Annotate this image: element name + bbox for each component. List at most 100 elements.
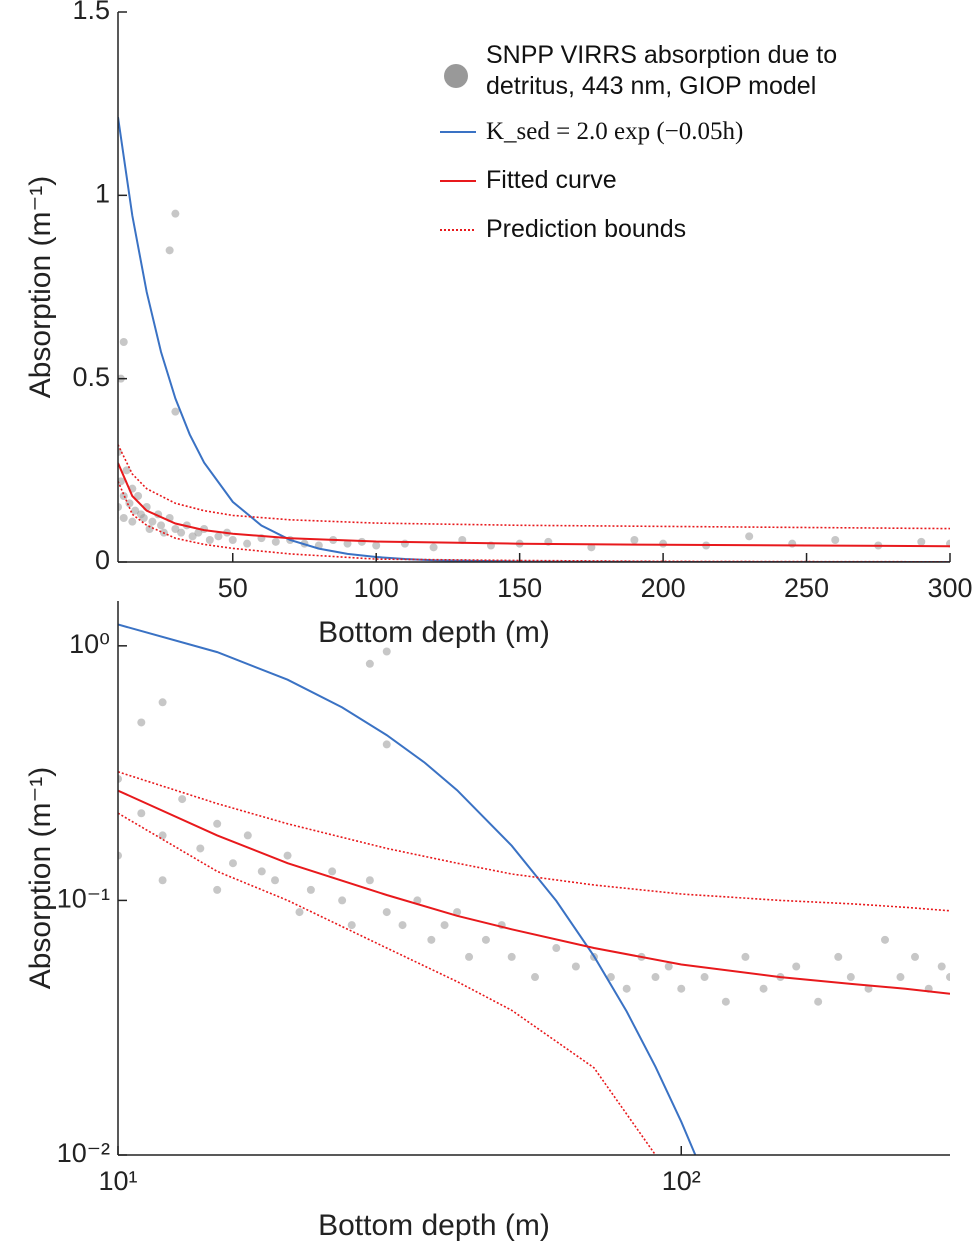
legend-entry: Prediction bounds [486, 215, 687, 243]
data-point [792, 962, 801, 971]
data-point [118, 477, 125, 486]
data-point [910, 952, 919, 961]
x-tick-label: 10¹ [98, 1166, 137, 1196]
data-point [896, 973, 905, 982]
y-tick-label: 1 [95, 178, 110, 208]
data-point [481, 935, 490, 944]
data-point [365, 659, 374, 668]
data-point [122, 466, 131, 475]
data-point [745, 532, 754, 541]
legend-marker [444, 64, 468, 88]
data-point [119, 514, 128, 522]
data-point [328, 867, 337, 876]
data-point [158, 876, 167, 885]
data-point [118, 503, 122, 511]
data-point [257, 867, 266, 876]
data-point [531, 973, 540, 982]
data-point [659, 539, 668, 548]
data-point [119, 338, 128, 346]
data-point [118, 851, 122, 860]
curve [118, 623, 697, 1155]
data-point [677, 984, 686, 993]
data-point [465, 952, 474, 961]
data-point [846, 973, 855, 982]
x-axis-label: Bottom depth (m) [318, 616, 550, 649]
data-point [165, 246, 174, 255]
data-point [171, 525, 180, 533]
data-point [205, 536, 214, 544]
data-point [831, 536, 840, 544]
y-tick-label: 10⁻² [57, 1138, 110, 1168]
data-point [139, 514, 148, 522]
data-point [214, 532, 223, 541]
data-point [128, 517, 137, 526]
x-tick-label: 250 [784, 573, 829, 603]
y-axis-label: Absorption (m⁻¹) [24, 767, 57, 990]
data-point [306, 885, 315, 894]
data-point [427, 935, 436, 944]
y-tick-label: 10⁰ [69, 629, 110, 659]
y-tick-label: 1.5 [72, 0, 110, 25]
data-point [177, 528, 186, 537]
data-point [243, 539, 252, 548]
data-point [440, 921, 449, 930]
data-point [917, 537, 926, 546]
legend-label: Prediction bounds [486, 215, 687, 243]
data-point [700, 973, 709, 982]
data-point [382, 647, 391, 656]
y-axis-label: Absorption (m⁻¹) [24, 176, 57, 399]
data-point [188, 532, 197, 541]
data-point [400, 539, 409, 548]
data-point [283, 851, 292, 860]
data-point [759, 984, 768, 993]
data-point [630, 536, 639, 544]
data-point [134, 492, 143, 500]
legend-entry: SNPP VIRRS absorption due to detritus, 4… [486, 41, 837, 100]
data-point [243, 831, 252, 840]
data-point [347, 921, 356, 930]
curve [118, 480, 950, 562]
data-point [178, 795, 187, 804]
data-point [814, 997, 823, 1006]
data-point [429, 543, 438, 552]
data-point [343, 539, 352, 548]
data-point [157, 521, 166, 530]
data-point [228, 536, 237, 544]
curve [118, 812, 657, 1155]
data-point [834, 952, 843, 961]
curve [118, 771, 950, 912]
data-point [881, 935, 890, 944]
data-point [606, 973, 615, 982]
data-point [148, 517, 157, 526]
data-point [137, 809, 146, 818]
data-point [622, 984, 631, 993]
data-point [213, 885, 222, 894]
data-point [194, 528, 203, 537]
x-tick-label: 50 [218, 573, 248, 603]
data-point [937, 962, 946, 971]
legend-entry: Fitted curve [486, 166, 617, 194]
data-point [453, 908, 462, 917]
data-point [119, 492, 128, 500]
plot-area [118, 117, 950, 562]
data-point [295, 908, 304, 917]
data-point [372, 541, 381, 550]
data-point [398, 921, 407, 930]
data-point [864, 984, 873, 993]
legend-label: Fitted curve [486, 166, 617, 194]
data-point [196, 844, 205, 853]
data-point [338, 896, 347, 905]
x-tick-label: 10² [662, 1166, 701, 1196]
data-point [271, 537, 280, 546]
data-point [507, 952, 516, 961]
x-tick-label: 150 [497, 573, 542, 603]
data-point [382, 908, 391, 917]
data-point [788, 539, 797, 548]
data-point [664, 962, 673, 971]
data-point [946, 973, 950, 982]
curve [118, 789, 950, 995]
data-point [741, 952, 750, 961]
x-tick-label: 100 [354, 573, 399, 603]
legend-label: K_sed = 2.0 exp (−0.05h) [486, 118, 744, 145]
data-point [125, 499, 134, 508]
